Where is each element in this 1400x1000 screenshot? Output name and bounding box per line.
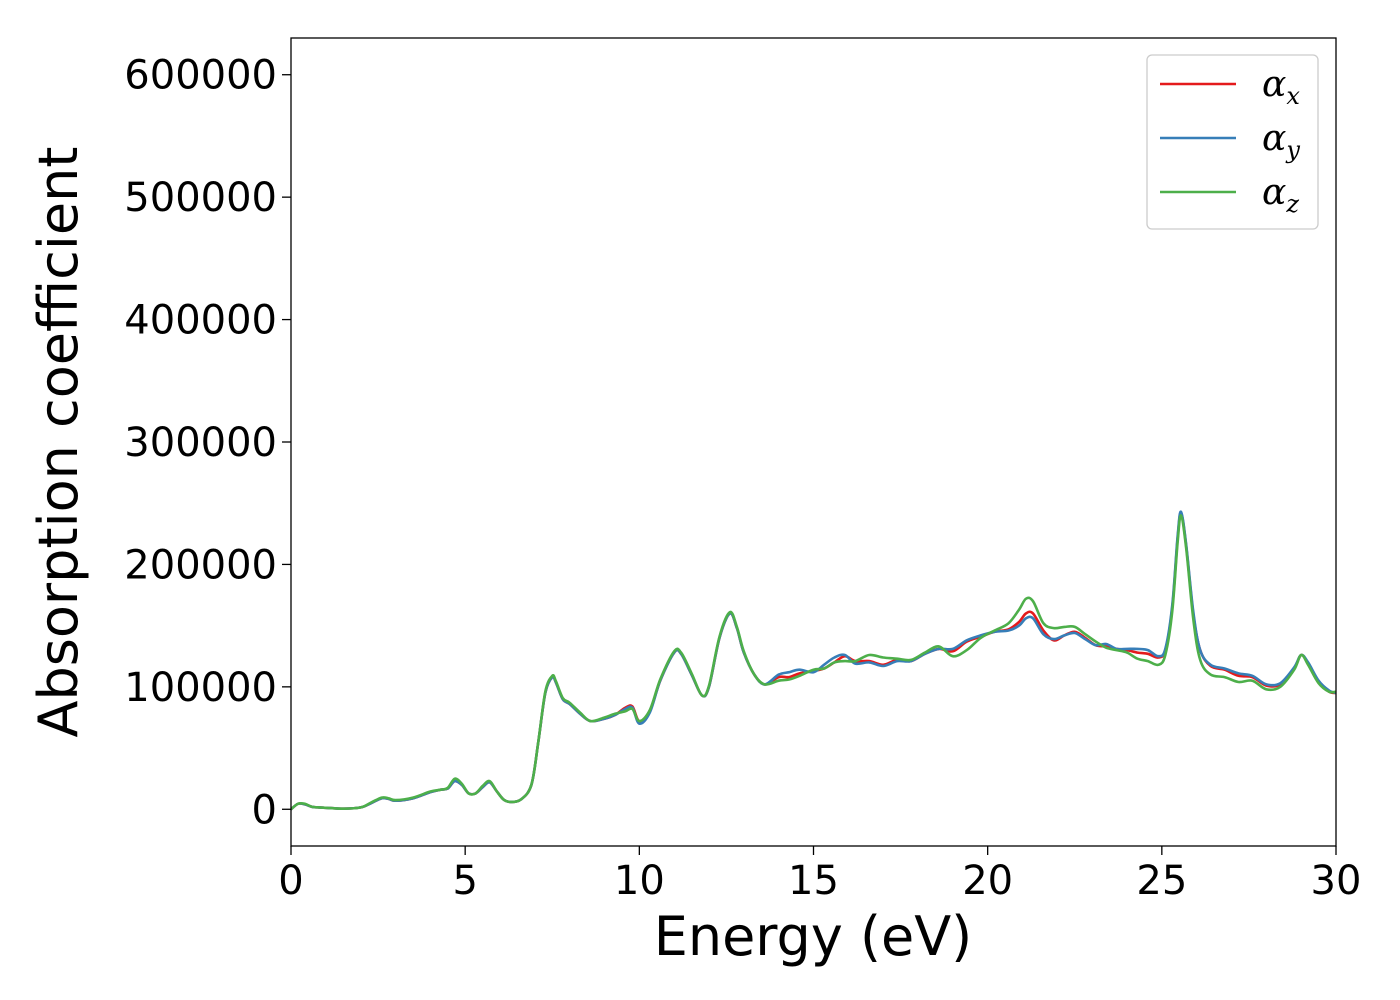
x-tick-label: 25	[1136, 858, 1187, 904]
x-tick-label: 5	[452, 858, 477, 904]
y-tick-label: 400000	[124, 298, 277, 344]
legend-label-alpha-z: αz	[1262, 172, 1299, 218]
x-tick-label: 10	[614, 858, 665, 904]
y-axis-label: Absorption coefficient	[27, 147, 90, 738]
legend: αx αy αz	[1146, 54, 1319, 230]
x-tick-label: 15	[788, 858, 839, 904]
series-line-alpha-y	[291, 510, 1336, 811]
y-tick-label: 100000	[124, 665, 277, 711]
x-tick-label: 20	[962, 858, 1013, 904]
x-axis: 0 5 10 15 20 25 30	[278, 846, 1361, 904]
y-tick-label: 300000	[124, 420, 277, 466]
x-tick-label: 30	[1311, 858, 1362, 904]
y-axis: 0 100000 200000 300000 400000 500000 600000	[124, 53, 291, 833]
series-line-alpha-z	[291, 514, 1336, 811]
x-tick-label: 0	[278, 858, 303, 904]
y-tick-label: 600000	[124, 53, 277, 99]
y-tick-label: 200000	[124, 542, 277, 588]
legend-label-alpha-x: αx	[1262, 64, 1300, 110]
series-line-alpha-x	[291, 511, 1336, 811]
y-tick-label: 500000	[124, 175, 277, 221]
plot-layer	[291, 510, 1336, 811]
legend-box	[1146, 54, 1319, 230]
legend-label-alpha-y: αy	[1262, 118, 1300, 164]
y-tick-label: 0	[252, 787, 277, 833]
x-axis-label: Energy (eV)	[654, 905, 973, 968]
